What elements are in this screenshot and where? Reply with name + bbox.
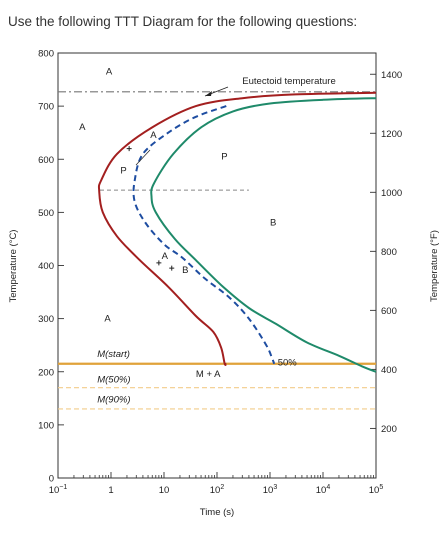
- point-3: [169, 265, 175, 271]
- y-axis-label-left: Temperature (°C): [8, 230, 19, 303]
- curve-fifty: [132, 105, 276, 365]
- x-tick-label-5: 104: [316, 484, 331, 496]
- y-right-tick-label-1200: 1200: [381, 129, 402, 140]
- y-tick-label-400: 400: [38, 261, 54, 272]
- label-a-left: A: [79, 122, 86, 133]
- y-tick-label-100: 100: [38, 420, 54, 431]
- label-a-arrow: A: [150, 130, 157, 141]
- y-right-tick-label-1400: 1400: [381, 70, 402, 81]
- label-a-top: A: [106, 66, 113, 77]
- label-50pct: 50%: [278, 357, 298, 368]
- x-tick-label-1: 1: [108, 485, 113, 496]
- question-text: Use the following TTT Diagram for the fo…: [8, 14, 358, 29]
- y-right-tick-label-600: 600: [381, 306, 397, 317]
- x-axis-label: Time (s): [200, 507, 234, 518]
- curve-start: [97, 91, 377, 366]
- y-tick-label-300: 300: [38, 314, 54, 325]
- label-m50: M(50%): [97, 374, 130, 385]
- eutectoid-arrowhead: [205, 91, 212, 96]
- y-right-tick-label-400: 400: [381, 365, 397, 376]
- label-eutectoid: Eutectoid temperature: [242, 76, 335, 87]
- y-right-tick-label-800: 800: [381, 247, 397, 258]
- label-b-mid: B: [182, 265, 188, 276]
- y-tick-label-500: 500: [38, 208, 54, 219]
- label-mstart: M(start): [97, 349, 130, 360]
- x-tick-label-4: 103: [263, 484, 278, 496]
- label-m90: M(90%): [97, 395, 130, 406]
- y-right-tick-label-1000: 1000: [381, 188, 402, 199]
- label-ma: M + A: [196, 369, 221, 380]
- label-b: B: [270, 218, 276, 229]
- curve-end: [150, 97, 377, 373]
- y-tick-label-700: 700: [38, 102, 54, 113]
- y-right-tick-label-200: 200: [381, 424, 397, 435]
- x-tick-label-0: 10−1: [49, 484, 68, 496]
- label-p-upper-small: P: [120, 166, 126, 177]
- y-axis-label-right: Temperature (°F): [429, 230, 440, 302]
- label-p: P: [221, 151, 227, 162]
- label-a-bottom: A: [104, 313, 111, 324]
- x-tick-label-2: 10: [159, 485, 170, 496]
- point-2: [156, 260, 162, 266]
- label-a-mid: A: [162, 251, 169, 262]
- x-tick-label-3: 102: [210, 484, 225, 496]
- x-tick-label-6: 105: [369, 484, 384, 496]
- arrow-a-to-start: [135, 149, 151, 166]
- y-tick-label-600: 600: [38, 155, 54, 166]
- point-1: [126, 146, 132, 152]
- plot-frame: [57, 52, 377, 479]
- y-tick-label-0: 0: [49, 474, 54, 485]
- y-tick-label-200: 200: [38, 367, 54, 378]
- y-tick-label-800: 800: [38, 49, 54, 60]
